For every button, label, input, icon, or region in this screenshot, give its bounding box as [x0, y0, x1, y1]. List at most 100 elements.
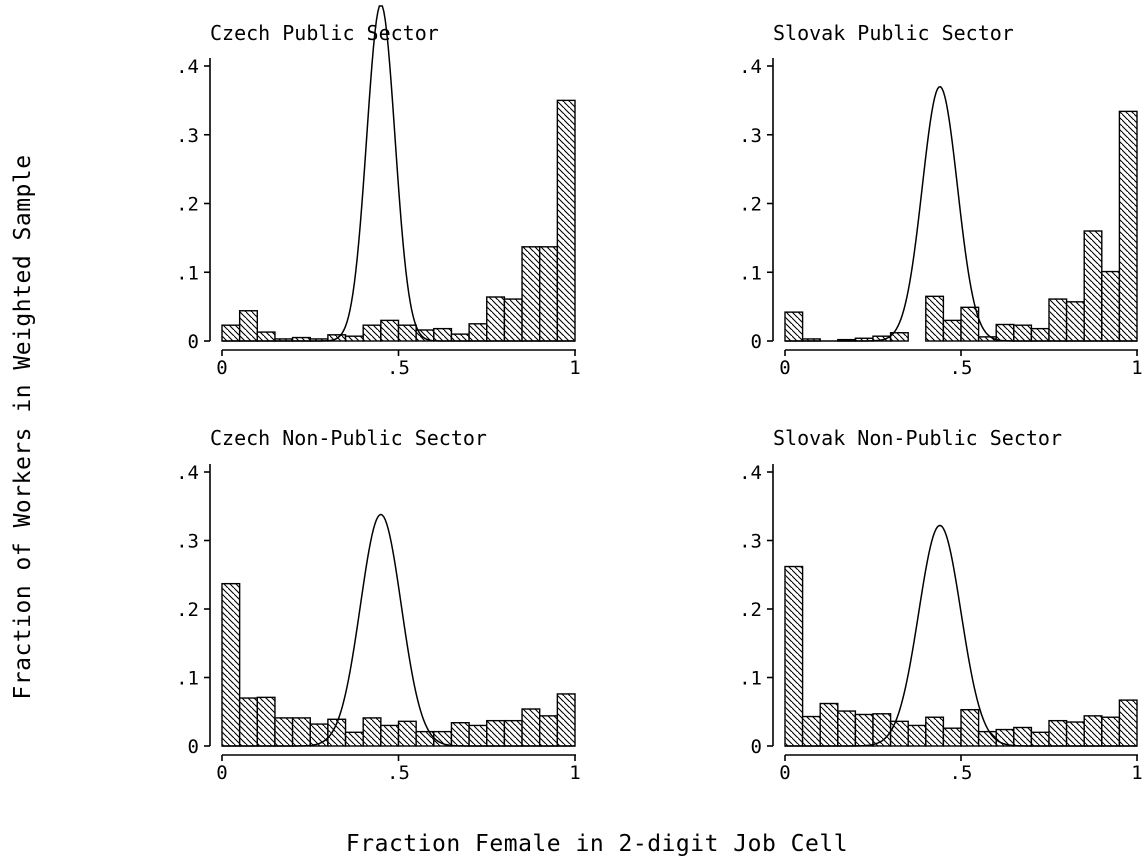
x-tick-label: .5: [387, 762, 410, 784]
histogram-bar: [450, 722, 470, 747]
histogram-bar: [556, 693, 576, 747]
histogram-bar: [1083, 230, 1103, 342]
y-tick-label: .1: [739, 668, 762, 690]
normal-density-curve: [785, 524, 1137, 747]
histogram-bar: [397, 324, 417, 342]
histogram-bar: [1065, 721, 1085, 747]
chart-panel-slovak-public: Slovak Public Sector 0 .1 .2 .3 .4 0 .5 1: [739, 21, 1143, 379]
histogram-bar: [784, 565, 804, 747]
figure-x-axis-label: Fraction Female in 2-digit Job Cell: [346, 831, 848, 857]
chart-panels: Czech Public Sector 0 .1 .2 .3 .4 0 .5 1 Slovak P…: [176, 5, 1143, 784]
histogram-bar: [1030, 731, 1050, 747]
histogram-bar: [238, 697, 258, 747]
x-tick-label: 0: [216, 357, 227, 379]
histogram-bar: [309, 723, 329, 747]
y-tick-label: .1: [176, 668, 199, 690]
y-tick-label: .2: [176, 194, 199, 216]
normal-density-curve: [222, 5, 575, 342]
histogram-bar: [1048, 298, 1068, 342]
histogram-bar: [1013, 324, 1033, 342]
histogram-bar: [801, 715, 821, 747]
histogram-bar: [256, 696, 276, 747]
histogram-bar: [344, 731, 364, 747]
histogram-bar: [837, 710, 857, 747]
histogram-bar: [854, 713, 874, 747]
chart-panel-slovak-non-public: Slovak Non-Public Sector 0 .1 .2 .3 .4 0 .5 1: [739, 426, 1143, 784]
histogram-bar: [486, 719, 506, 747]
y-tick-label: .4: [176, 56, 199, 78]
histogram-bar: [521, 246, 541, 342]
histogram-bar: [960, 708, 980, 747]
histogram-bar: [556, 99, 576, 342]
histogram-bar: [1030, 327, 1050, 342]
histogram-bar: [433, 327, 453, 342]
histogram-bar: [221, 324, 241, 342]
histogram-bar: [784, 311, 804, 342]
histogram-bar: [995, 323, 1015, 342]
y-tick-label: .4: [739, 56, 762, 78]
histogram-bar: [380, 724, 400, 747]
histogram-bar: [539, 246, 559, 342]
normal-density-curve: [785, 85, 1137, 342]
histogram-bar: [503, 719, 523, 747]
chart-panel-czech-public: Czech Public Sector 0 .1 .2 .3 .4 0 .5 1: [176, 5, 581, 379]
histogram-bar: [344, 335, 364, 342]
histogram-bar: [1118, 110, 1138, 342]
histogram-bar: [1101, 270, 1121, 342]
y-tick-label: .2: [739, 599, 762, 621]
x-tick-label: 1: [1131, 762, 1142, 784]
histogram-bar: [1101, 716, 1121, 747]
histogram-bar: [521, 708, 541, 747]
chart-title: Slovak Non-Public Sector: [773, 426, 1062, 450]
y-tick-label: 0: [188, 331, 199, 353]
histogram-bar: [380, 319, 400, 342]
histogram-bar: [1013, 726, 1033, 747]
histogram-bar: [397, 720, 417, 747]
histogram-bar: [960, 306, 980, 342]
y-tick-label: 0: [751, 736, 762, 758]
normal-density-curve: [222, 513, 575, 747]
y-tick-label: .2: [176, 599, 199, 621]
histogram-bar: [925, 716, 945, 747]
chart-title: Czech Non-Public Sector: [210, 426, 487, 450]
x-tick-label: 0: [779, 357, 790, 379]
x-tick-label: 1: [569, 762, 580, 784]
y-tick-label: .3: [176, 531, 199, 553]
histogram-bar: [274, 717, 294, 747]
histogram-bar: [486, 296, 506, 342]
histogram-bar: [1048, 719, 1068, 747]
y-tick-label: .4: [176, 462, 199, 484]
chart-title: Czech Public Sector: [210, 21, 439, 45]
y-tick-label: .1: [176, 262, 199, 284]
histogram-bar: [238, 310, 258, 342]
histogram-bar: [450, 333, 470, 342]
y-tick-label: .4: [739, 462, 762, 484]
y-tick-label: .3: [176, 125, 199, 147]
histogram-bar: [221, 582, 241, 747]
histogram-bar: [1118, 699, 1138, 747]
histogram-bar: [907, 724, 927, 747]
histogram-bar: [1065, 301, 1085, 342]
x-tick-label: 1: [1131, 357, 1142, 379]
histogram-bar: [977, 730, 997, 747]
y-tick-label: .3: [739, 125, 762, 147]
histogram-bar: [942, 727, 962, 747]
histogram-bar: [925, 295, 945, 342]
y-tick-label: 0: [751, 331, 762, 353]
histogram-bar: [942, 319, 962, 342]
histogram-bar: [362, 717, 382, 747]
histogram-bar: [468, 724, 488, 747]
figure-y-axis-label: Fraction of Workers in Weighted Sample: [10, 154, 36, 699]
x-tick-label: .5: [950, 762, 973, 784]
histogram-bar: [362, 324, 382, 342]
x-tick-label: .5: [950, 357, 973, 379]
histogram-bar: [1083, 715, 1103, 747]
histogram-bar: [291, 717, 311, 747]
y-tick-label: .3: [739, 531, 762, 553]
x-tick-label: .5: [387, 357, 410, 379]
x-tick-label: 0: [779, 762, 790, 784]
histogram-bar: [468, 323, 488, 342]
chart-title: Slovak Public Sector: [773, 21, 1014, 45]
histogram-bar: [539, 715, 559, 747]
